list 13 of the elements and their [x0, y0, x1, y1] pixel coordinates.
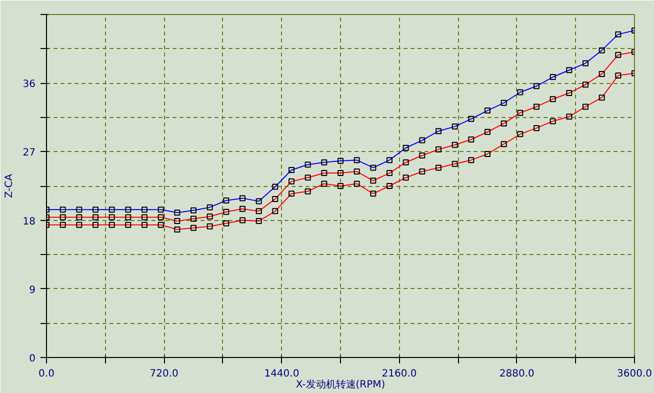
y-tick-label: 9	[29, 284, 36, 296]
y-tick-label: 36	[22, 79, 36, 90]
y-tick-label: 18	[22, 216, 36, 228]
x-tick-label: 720.0	[150, 368, 178, 380]
x-tick-label: 0.0	[38, 368, 54, 380]
x-tick-label: 2160.0	[382, 368, 417, 380]
y-axis-title: Z-CA	[4, 174, 15, 198]
x-axis-title: X-发动机转速(RPM)	[296, 378, 386, 390]
y-tick-label: 27	[22, 148, 36, 159]
x-tick-label: 1440.0	[264, 368, 300, 380]
y-tick-label: 0	[29, 354, 36, 364]
x-tick-label: 2880.0	[499, 368, 534, 380]
x-tick-label: 3600.0	[617, 368, 652, 380]
